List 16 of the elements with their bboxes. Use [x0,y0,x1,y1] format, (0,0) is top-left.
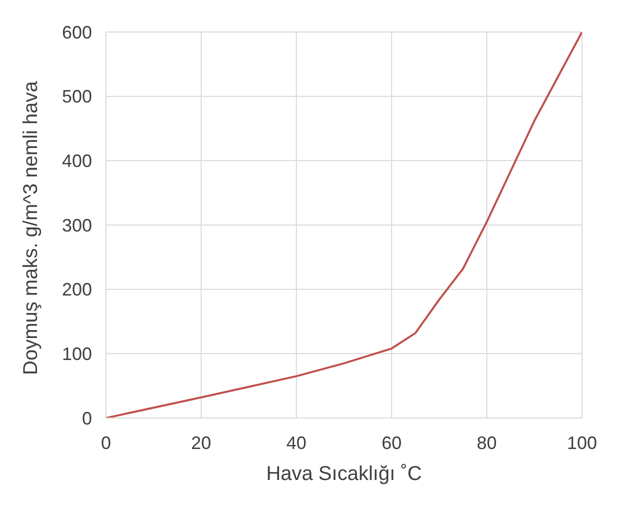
y-tick-label: 400 [62,151,92,172]
y-tick-label: 500 [62,86,92,107]
y-tick-label: 0 [82,408,92,428]
x-tick-label: 60 [382,432,402,453]
y-tick-label: 300 [62,215,92,236]
y-axis-title: Doymuş maks. g/m^3 nemli hava [20,80,42,375]
x-tick-label: 100 [566,432,598,453]
x-tick-label: 20 [191,432,212,453]
x-tick-label: 40 [286,432,306,453]
y-tick-label: 600 [62,22,92,42]
x-tick-label: 0 [100,432,112,453]
y-tick-label: 200 [62,280,92,300]
x-tick-label: 80 [476,432,497,453]
line-series [106,32,582,418]
x-axis-title: Hava Sıcaklığı ˚C [266,463,422,485]
y-tick-label: 100 [62,344,92,364]
